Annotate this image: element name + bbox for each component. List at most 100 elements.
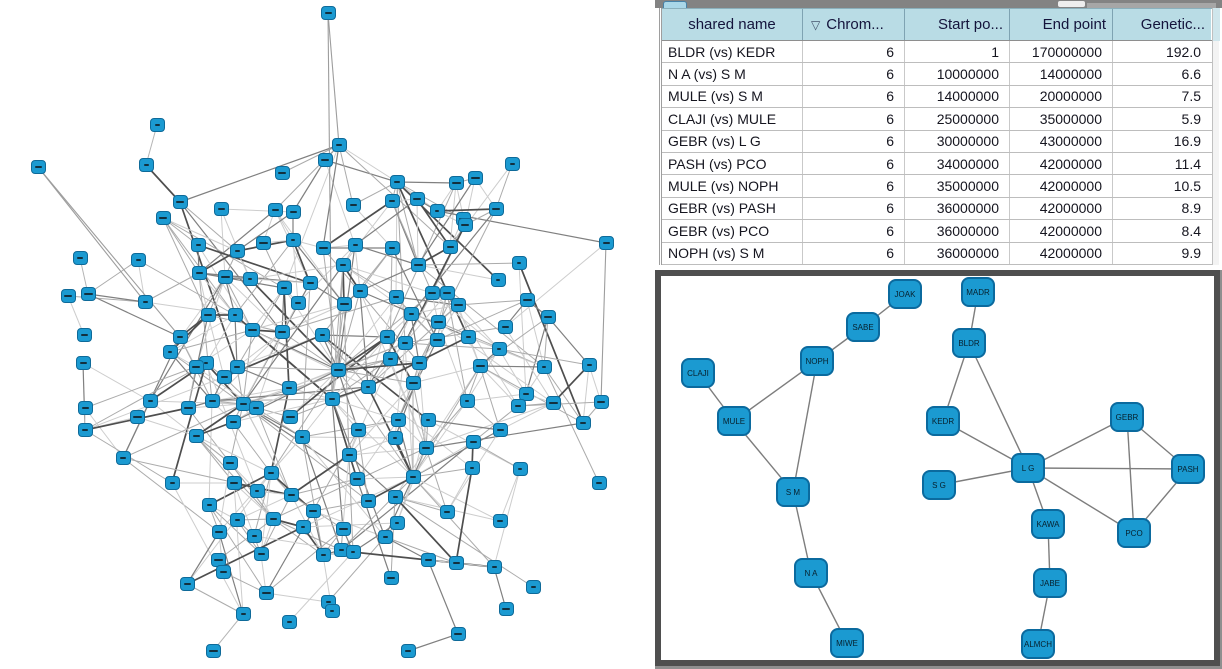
table-cell[interactable]: 42000000	[1010, 152, 1113, 175]
table-cell[interactable]: 10.5	[1173, 178, 1201, 195]
network-node[interactable]	[448, 556, 464, 570]
network-node[interactable]	[213, 202, 229, 216]
network-node[interactable]	[281, 615, 297, 629]
column-header-start-po-[interactable]: Start po...	[905, 9, 1010, 40]
network-node[interactable]	[598, 236, 614, 250]
table-row[interactable]: MULE (vs) NOPH 6 35000000 42000000 10.5	[662, 175, 1215, 198]
table-cell[interactable]: 6	[803, 197, 905, 220]
network-node-CLAJI[interactable]: CLAJI	[681, 358, 715, 388]
network-node[interactable]	[409, 192, 425, 206]
network-node[interactable]	[540, 310, 556, 324]
network-node[interactable]	[491, 342, 507, 356]
table-row[interactable]: GEBR (vs) PASH 6 36000000 42000000 8.9	[662, 197, 1215, 221]
network-node-MIWE[interactable]: MIWE	[830, 628, 864, 658]
table-row[interactable]: NOPH (vs) S M 6 36000000 42000000 9.9	[662, 242, 1215, 265]
table-cell[interactable]: 6	[803, 152, 905, 175]
table-row[interactable]: MULE (vs) S M 6 14000000 20000000 7.5	[662, 85, 1215, 109]
table-cell[interactable]: 6	[803, 85, 905, 108]
network-node[interactable]	[389, 516, 405, 530]
table-cell[interactable]: 9.9	[1181, 245, 1201, 262]
network-node[interactable]	[347, 238, 363, 252]
network-node[interactable]	[315, 548, 331, 562]
table-cell[interactable]: 6.6	[1181, 66, 1201, 83]
table-cell[interactable]: 8.9	[1181, 200, 1201, 217]
table-cell[interactable]: 34000000	[905, 152, 1010, 175]
network-node[interactable]	[180, 401, 196, 415]
network-node[interactable]	[142, 394, 158, 408]
network-node[interactable]	[265, 512, 281, 526]
network-node-MADR[interactable]: MADR	[961, 277, 995, 307]
table-row[interactable]: GEBR (vs) L G 6 30000000 43000000 16.9	[662, 130, 1215, 153]
network-node[interactable]	[400, 644, 416, 658]
network-node[interactable]	[201, 498, 217, 512]
table-cell[interactable]: NOPH (vs) S M	[662, 242, 803, 264]
network-node[interactable]	[227, 308, 243, 322]
network-node[interactable]	[188, 429, 204, 443]
table-cell[interactable]: 25000000	[905, 108, 1010, 130]
network-node[interactable]	[504, 157, 520, 171]
network-node[interactable]	[290, 296, 306, 310]
network-node-ALMCH[interactable]: ALMCH	[1021, 629, 1055, 659]
network-node[interactable]	[283, 488, 299, 502]
network-node[interactable]	[317, 153, 333, 167]
network-node[interactable]	[350, 423, 366, 437]
network-node[interactable]	[410, 258, 426, 272]
network-node-GEBR[interactable]: GEBR	[1110, 402, 1144, 432]
table-cell[interactable]: 42000000	[1010, 175, 1113, 197]
table-cell[interactable]: 36000000	[905, 242, 1010, 264]
network-node[interactable]	[442, 240, 458, 254]
network-node[interactable]	[190, 238, 206, 252]
network-node-JOAK[interactable]: JOAK	[888, 279, 922, 309]
network-node[interactable]	[80, 287, 96, 301]
network-node[interactable]	[281, 381, 297, 395]
network-node[interactable]	[486, 560, 502, 574]
network-node[interactable]	[226, 476, 242, 490]
network-node[interactable]	[488, 202, 504, 216]
table-cell[interactable]: 6	[803, 108, 905, 130]
network-node[interactable]	[200, 308, 216, 322]
network-node[interactable]	[581, 358, 597, 372]
network-node[interactable]	[490, 273, 506, 287]
network-node[interactable]	[75, 356, 91, 370]
network-node[interactable]	[191, 266, 207, 280]
table-cell[interactable]: 36000000	[905, 197, 1010, 220]
table-cell[interactable]: 6	[803, 220, 905, 242]
network-node-NA[interactable]: N A	[794, 558, 828, 588]
network-node[interactable]	[255, 236, 271, 250]
network-node[interactable]	[172, 195, 188, 209]
network-node[interactable]	[315, 241, 331, 255]
network-node[interactable]	[229, 360, 245, 374]
network-view-main[interactable]	[0, 0, 655, 669]
column-header-genetic-[interactable]: Genetic...	[1113, 9, 1211, 40]
column-header-shared-name[interactable]: shared name	[662, 9, 803, 40]
network-node[interactable]	[465, 435, 481, 449]
network-node[interactable]	[429, 333, 445, 347]
network-node[interactable]	[324, 392, 340, 406]
network-node[interactable]	[492, 514, 508, 528]
network-node[interactable]	[511, 256, 527, 270]
tab-remnant[interactable]	[663, 1, 687, 8]
table-cell[interactable]: GEBR (vs) L G	[662, 130, 803, 152]
network-node[interactable]	[382, 352, 398, 366]
table-cell[interactable]: 6	[803, 242, 905, 264]
table-cell[interactable]: 8.4	[1181, 222, 1201, 239]
network-node[interactable]	[320, 6, 336, 20]
network-node[interactable]	[335, 522, 351, 536]
table-cell[interactable]: MULE (vs) S M	[662, 85, 803, 108]
network-node[interactable]	[525, 580, 541, 594]
network-node[interactable]	[388, 290, 404, 304]
network-node-KEDR[interactable]: KEDR	[926, 406, 960, 436]
table-cell[interactable]: 42000000	[1010, 197, 1113, 220]
network-node[interactable]	[460, 330, 476, 344]
network-node[interactable]	[155, 211, 171, 225]
network-node[interactable]	[215, 565, 231, 579]
network-node[interactable]	[389, 175, 405, 189]
table-cell[interactable]: 14000000	[905, 85, 1010, 108]
network-node[interactable]	[420, 413, 436, 427]
network-node[interactable]	[383, 571, 399, 585]
network-node[interactable]	[510, 399, 526, 413]
network-node[interactable]	[387, 431, 403, 445]
network-node[interactable]	[341, 448, 357, 462]
network-node[interactable]	[249, 484, 265, 498]
network-node[interactable]	[439, 286, 455, 300]
